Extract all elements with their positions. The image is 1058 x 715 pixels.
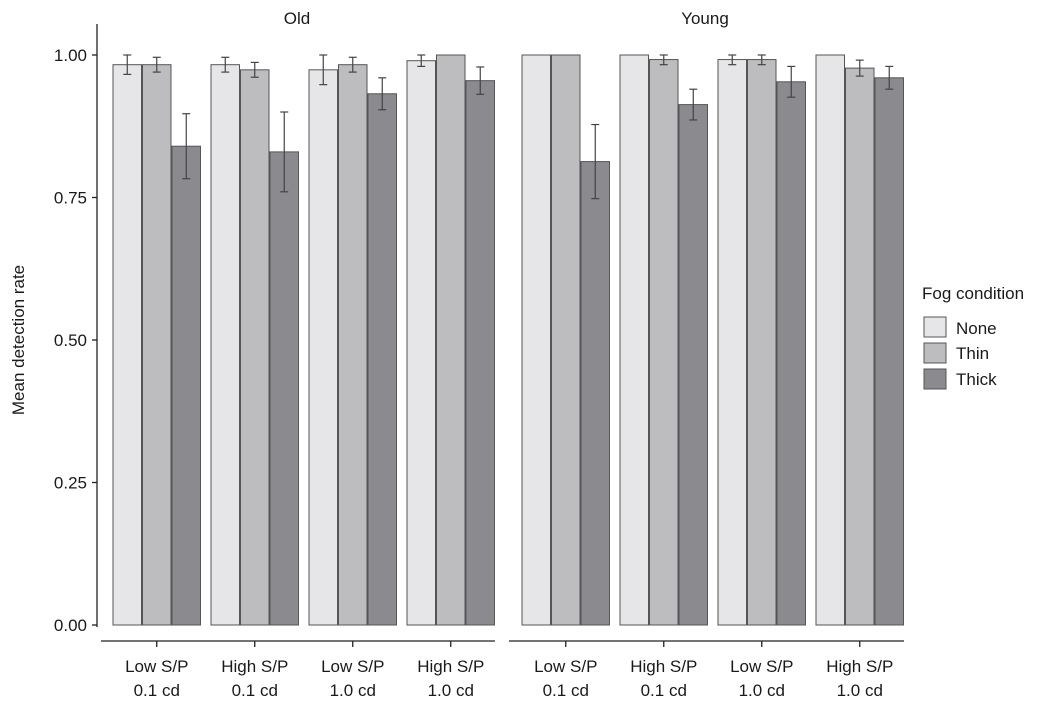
legend-swatch-thick: [923, 368, 947, 390]
x-tick-label: 0.1 cd: [543, 681, 589, 700]
bar-old-thin: [436, 54, 466, 626]
x-tick-label: Low S/P: [534, 657, 597, 676]
bar-young-thin: [551, 54, 581, 626]
bar-old-none: [308, 69, 338, 626]
y-tick-label: 0.00: [54, 616, 87, 635]
bar-young-thin: [649, 59, 679, 626]
x-tick-label: Low S/P: [730, 657, 793, 676]
x-tick-label: 1.0 cd: [428, 681, 474, 700]
bar-young-none: [815, 54, 845, 626]
axes-layer: [92, 24, 904, 647]
bar-old-thick: [269, 151, 299, 626]
bar-young-thick: [580, 161, 610, 626]
bar-young-thick: [678, 104, 708, 626]
bar-young-thick: [776, 81, 806, 626]
x-tick-label: Low S/P: [125, 657, 188, 676]
bar-old-thin: [240, 69, 270, 626]
panel-title: Young: [681, 9, 729, 28]
legend-swatch-none: [923, 316, 947, 338]
bar-young-none: [717, 59, 747, 626]
bar-young-thin: [845, 67, 875, 626]
y-tick-label: 1.00: [54, 46, 87, 65]
legend-swatch-thin: [923, 342, 947, 364]
legend-label-thin: Thin: [956, 344, 989, 363]
panel-title: Old: [284, 9, 310, 28]
x-tick-label: 1.0 cd: [837, 681, 883, 700]
y-tick-label: 0.75: [54, 189, 87, 208]
bars-layer: [112, 54, 904, 626]
bar-old-thick: [367, 93, 397, 626]
bar-young-thick: [874, 77, 904, 626]
x-tick-label: 0.1 cd: [232, 681, 278, 700]
bar-old-thin: [338, 64, 368, 626]
bar-old-none: [406, 60, 436, 626]
legend-title: Fog condition: [922, 284, 1024, 303]
x-tick-label: 0.1 cd: [641, 681, 687, 700]
x-tick-label: High S/P: [630, 657, 697, 676]
bar-young-none: [521, 54, 551, 626]
bar-old-thick: [171, 145, 201, 626]
x-tick-label: 1.0 cd: [330, 681, 376, 700]
x-tick-label: High S/P: [221, 657, 288, 676]
labels-layer: 0.00 0.25 0.50 0.75 1.00 Mean detection rate O…: [9, 9, 893, 700]
x-tick-label: 1.0 cd: [739, 681, 785, 700]
bar-old-none: [210, 64, 240, 626]
legend-label-thick: Thick: [956, 370, 997, 389]
x-tick-label: High S/P: [826, 657, 893, 676]
y-axis-title: Mean detection rate: [9, 265, 28, 415]
x-tick-label: 0.1 cd: [134, 681, 180, 700]
x-tick-label: Low S/P: [321, 657, 384, 676]
legend: Fog condition None Thin Thick: [922, 284, 1024, 390]
bar-old-thin: [142, 64, 172, 626]
x-tick-label: High S/P: [417, 657, 484, 676]
legend-label-none: None: [956, 319, 997, 338]
y-tick-label: 0.25: [54, 474, 87, 493]
bar-old-thick: [465, 80, 495, 626]
y-tick-label: 0.50: [54, 331, 87, 350]
bar-old-none: [112, 64, 142, 626]
bar-young-none: [619, 54, 649, 626]
bar-young-thin: [747, 59, 777, 626]
